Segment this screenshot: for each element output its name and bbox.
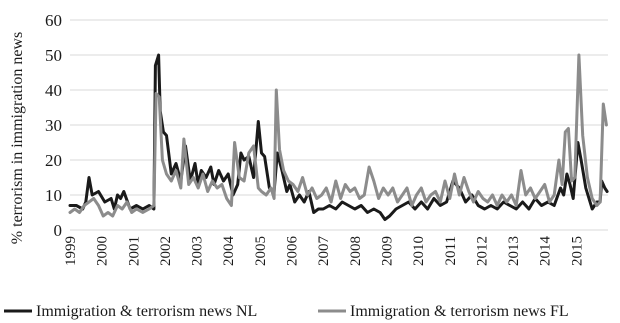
legend-label-nl: Immigration & terrorism news NL	[36, 303, 257, 320]
x-tick-label: 2001	[126, 236, 142, 266]
x-tick-label: 2009	[379, 236, 395, 266]
gridlines	[70, 19, 608, 231]
x-tick-label: 2011	[443, 236, 459, 265]
x-tick-label: 2013	[506, 236, 522, 266]
y-axis-title: % terrorism in immigration news	[9, 32, 26, 244]
y-tick-label: 60	[45, 11, 62, 30]
x-axis-ticks: 1999 2000 2001 2002 2003 2004 2005 2006 2007 2008…	[63, 236, 585, 267]
x-tick-label: 2000	[95, 236, 111, 266]
x-tick-label: 2012	[474, 236, 490, 266]
x-tick-label: 2014	[538, 236, 554, 267]
x-tick-label: 1999	[63, 236, 79, 266]
series-lines	[68, 53, 609, 221]
legend: Immigration & terrorism news NL Immigrati…	[4, 303, 569, 320]
x-tick-label: 2003	[190, 236, 206, 266]
x-tick-label: 2007	[316, 236, 332, 267]
x-tick-label: 2005	[253, 236, 269, 266]
y-tick-label: 50	[45, 46, 62, 65]
x-tick-label: 2004	[221, 236, 237, 267]
y-tick-label: 20	[45, 151, 62, 170]
x-tick-label: 2006	[285, 236, 301, 267]
series-line-fl	[68, 53, 608, 218]
x-tick-label: 2015	[569, 236, 585, 266]
series-line-nl	[68, 53, 609, 221]
y-tick-label: 40	[45, 81, 62, 100]
y-tick-label: 0	[54, 221, 63, 240]
y-tick-label: 10	[45, 186, 62, 205]
x-tick-label: 2008	[348, 236, 364, 266]
y-tick-label: 30	[45, 116, 62, 135]
x-tick-label: 2002	[158, 236, 174, 266]
legend-label-fl: Immigration & terrorism news FL	[350, 303, 569, 320]
y-axis-ticks: 0 10 20 30 40 50 60	[45, 11, 62, 240]
x-tick-label: 2010	[411, 236, 427, 266]
